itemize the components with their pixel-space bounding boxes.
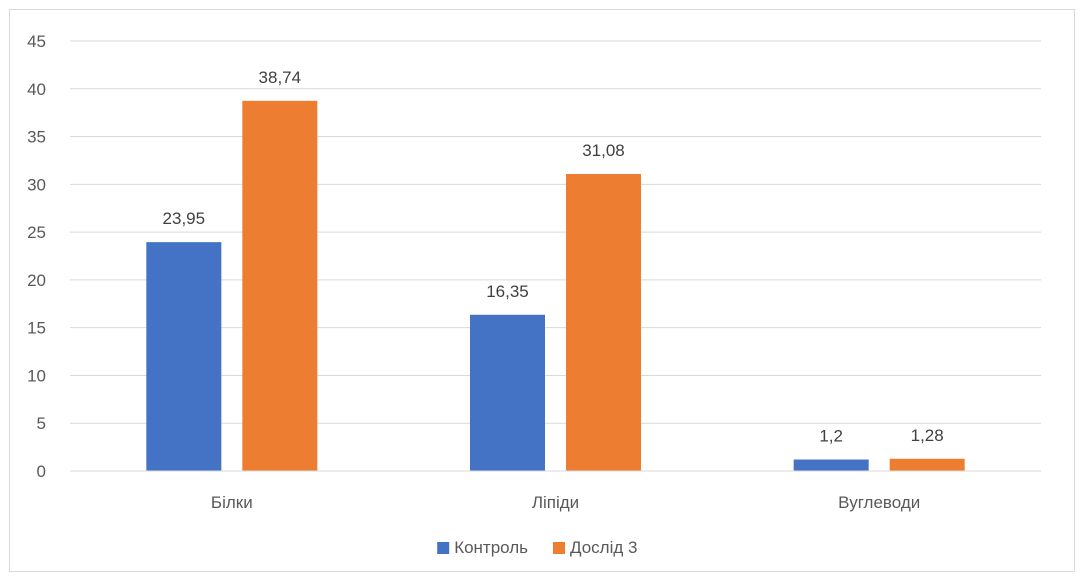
y-tick-label-25: 25	[27, 223, 46, 242]
data-label-1-1: 23,95	[163, 209, 206, 228]
x-tick-label-2: Ліпіди	[532, 493, 579, 512]
data-label-1-2: 16,35	[486, 282, 529, 301]
y-tick-label-0: 0	[37, 462, 46, 481]
y-tick-label-35: 35	[27, 128, 46, 147]
x-tick-label-3: Вуглеводи	[838, 493, 920, 512]
y-tick-label-30: 30	[27, 175, 46, 194]
y-tick-label-45: 45	[27, 32, 46, 51]
legend-label-2: Дослід 3	[570, 538, 637, 557]
bar-1-1	[146, 242, 222, 471]
data-label-2-2: 31,08	[582, 141, 625, 160]
x-tick-label-1: Білки	[211, 493, 253, 512]
bar-2-1	[242, 100, 318, 471]
data-label-1-3: 1,2	[819, 427, 843, 446]
bar-2-3	[889, 458, 965, 471]
legend-swatch-2	[553, 542, 565, 554]
data-label-2-1: 38,74	[259, 68, 302, 87]
legend-swatch-1	[437, 542, 450, 554]
legend-label-1: Контроль	[454, 538, 528, 557]
y-tick-label-15: 15	[27, 319, 46, 338]
bar-1-2	[470, 314, 545, 471]
bar-1-3	[793, 459, 869, 471]
y-tick-label-10: 10	[27, 366, 46, 385]
y-tick-label-40: 40	[27, 80, 46, 99]
data-label-2-3: 1,28	[911, 426, 944, 445]
bar-2-2	[566, 174, 641, 471]
y-tick-label-5: 5	[37, 414, 46, 433]
y-tick-label-20: 20	[27, 271, 46, 290]
